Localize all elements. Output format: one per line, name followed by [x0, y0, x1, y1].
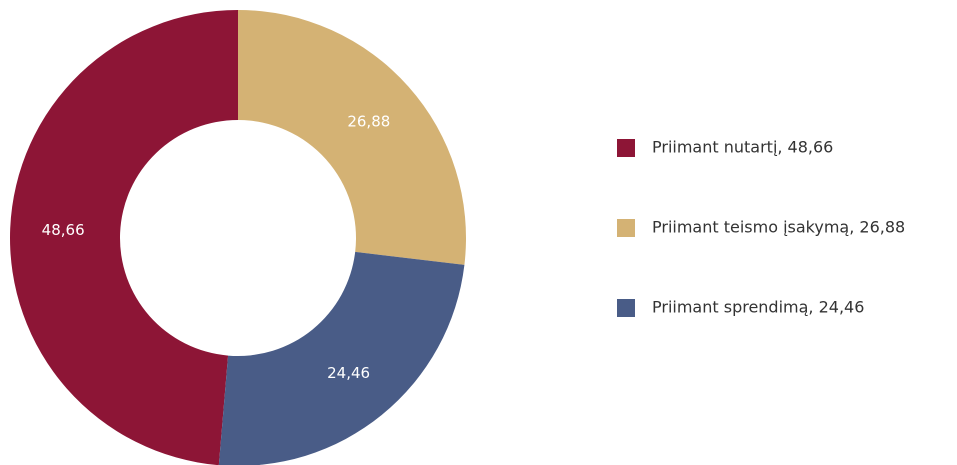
legend-swatch [617, 139, 635, 157]
slice-label: 24,46 [327, 364, 370, 382]
slice [218, 251, 465, 465]
slice-label: 26,88 [347, 112, 390, 130]
slice-label: 48,66 [42, 221, 85, 239]
legend-swatch [617, 219, 635, 237]
legend-label: Priimant teismo įsakymą, 26,88 [652, 218, 905, 237]
legend-label: Priimant nutartį, 48,66 [652, 138, 833, 157]
slice [10, 10, 238, 465]
slice [238, 10, 467, 265]
legend-label: Priimant sprendimą, 24,46 [652, 298, 864, 317]
legend-swatch [617, 299, 635, 317]
